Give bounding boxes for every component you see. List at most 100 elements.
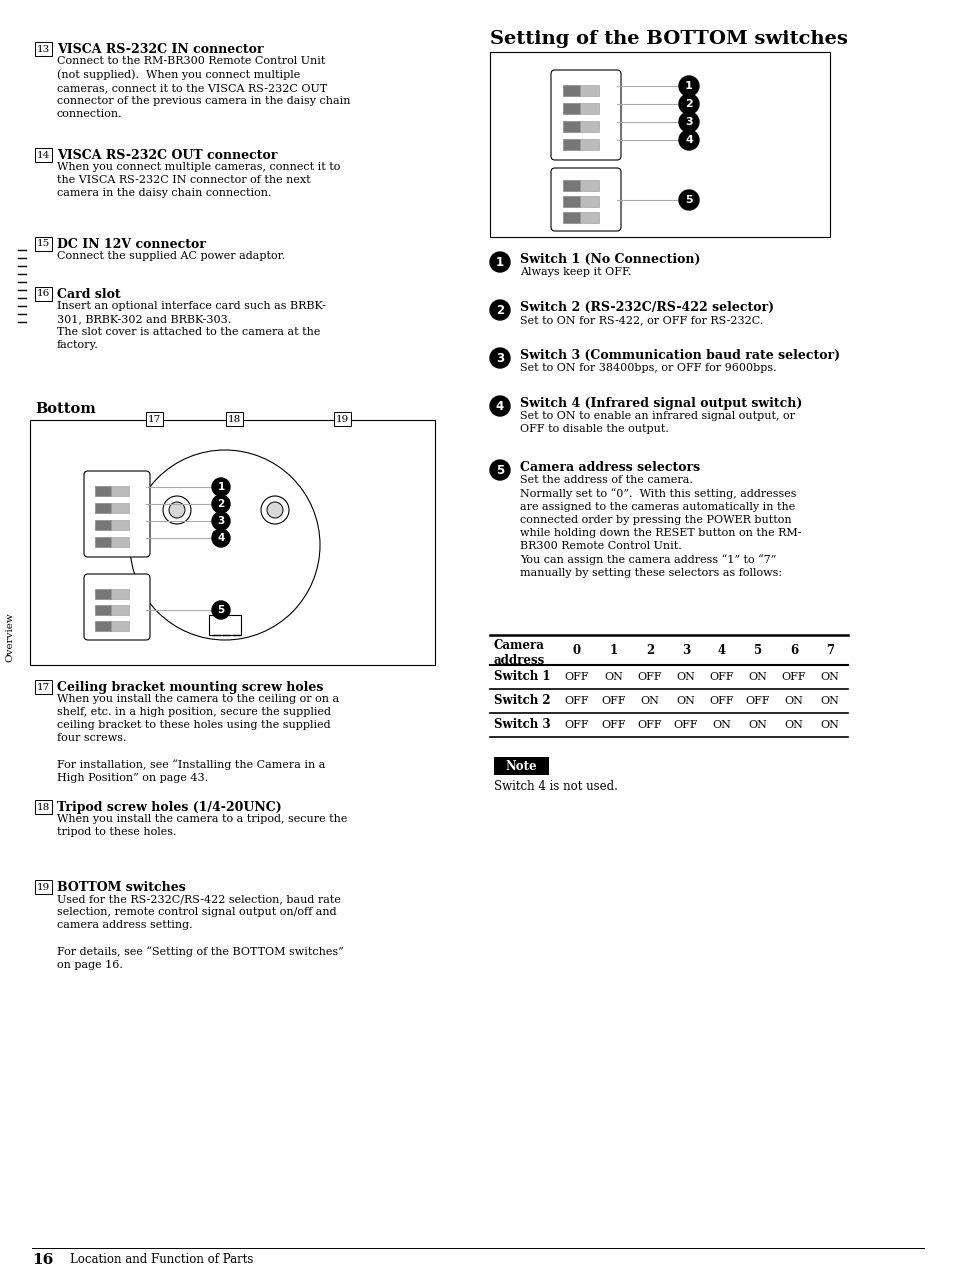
FancyBboxPatch shape [334, 412, 351, 426]
Text: 17: 17 [37, 683, 51, 692]
Text: Bottom: Bottom [35, 403, 95, 417]
Text: Switch 4 (Infrared signal output switch): Switch 4 (Infrared signal output switch) [519, 397, 801, 410]
FancyBboxPatch shape [35, 680, 52, 694]
Text: 4: 4 [217, 533, 225, 543]
Text: ON: ON [820, 696, 839, 706]
Text: 2: 2 [645, 643, 654, 656]
Text: 3: 3 [681, 643, 689, 656]
FancyBboxPatch shape [95, 520, 111, 530]
Text: Set to ON for 38400bps, or OFF for 9600bps.: Set to ON for 38400bps, or OFF for 9600b… [519, 363, 776, 373]
Text: OFF: OFF [564, 720, 589, 730]
Text: ON: ON [639, 696, 659, 706]
Text: ON: ON [676, 696, 695, 706]
Circle shape [212, 512, 230, 530]
FancyBboxPatch shape [95, 620, 129, 631]
Text: Camera address selectors: Camera address selectors [519, 461, 700, 474]
Circle shape [490, 396, 510, 417]
Text: Ceiling bracket mounting screw holes: Ceiling bracket mounting screw holes [57, 682, 323, 694]
Text: 1: 1 [684, 82, 692, 90]
Text: ON: ON [712, 720, 731, 730]
FancyBboxPatch shape [562, 180, 579, 191]
FancyBboxPatch shape [146, 412, 163, 426]
Text: OFF: OFF [564, 696, 589, 706]
Text: 18: 18 [37, 803, 51, 812]
FancyBboxPatch shape [562, 85, 579, 96]
Text: Switch 4 is not used.: Switch 4 is not used. [494, 780, 618, 792]
Text: OFF: OFF [601, 696, 626, 706]
Text: Insert an optional interface card such as BRBK-
301, BRBK-302 and BRBK-303.
The : Insert an optional interface card such a… [57, 301, 326, 350]
Text: 6: 6 [789, 643, 798, 656]
Text: 3: 3 [496, 352, 503, 364]
Text: 2: 2 [217, 499, 224, 510]
FancyBboxPatch shape [35, 287, 52, 301]
Text: ON: ON [820, 720, 839, 730]
Text: 1: 1 [496, 256, 503, 269]
Circle shape [490, 348, 510, 368]
Text: ON: ON [783, 696, 802, 706]
FancyBboxPatch shape [95, 589, 129, 599]
FancyBboxPatch shape [35, 880, 52, 894]
FancyBboxPatch shape [562, 196, 598, 206]
FancyBboxPatch shape [562, 139, 579, 150]
Circle shape [213, 530, 221, 539]
Text: 4: 4 [496, 400, 503, 413]
Text: 7: 7 [825, 643, 833, 656]
Text: 17: 17 [148, 414, 161, 423]
FancyBboxPatch shape [95, 485, 129, 496]
Text: OFF: OFF [601, 720, 626, 730]
Text: Switch 3: Switch 3 [494, 719, 550, 731]
Text: Switch 2: Switch 2 [494, 694, 550, 707]
Circle shape [679, 190, 699, 210]
FancyBboxPatch shape [95, 503, 111, 513]
FancyBboxPatch shape [490, 52, 829, 237]
Circle shape [212, 496, 230, 513]
Circle shape [490, 460, 510, 480]
Text: OFF: OFF [709, 671, 734, 682]
Text: 13: 13 [37, 45, 51, 54]
FancyBboxPatch shape [209, 615, 241, 634]
FancyBboxPatch shape [35, 237, 52, 251]
Circle shape [679, 130, 699, 150]
Text: ON: ON [783, 720, 802, 730]
FancyBboxPatch shape [95, 503, 129, 513]
Circle shape [267, 502, 283, 519]
Text: Connect the supplied AC power adaptor.: Connect the supplied AC power adaptor. [57, 251, 285, 261]
Text: ON: ON [676, 671, 695, 682]
Text: 2: 2 [684, 99, 692, 110]
FancyBboxPatch shape [562, 121, 579, 132]
Text: 5: 5 [684, 195, 692, 205]
Text: Overview: Overview [6, 612, 14, 662]
Text: Setting of the BOTTOM switches: Setting of the BOTTOM switches [490, 31, 847, 48]
Circle shape [130, 450, 319, 640]
Text: ON: ON [604, 671, 622, 682]
Text: VISCA RS-232C OUT connector: VISCA RS-232C OUT connector [57, 149, 277, 162]
Text: 5: 5 [217, 605, 224, 615]
Text: DC IN 12V connector: DC IN 12V connector [57, 238, 206, 251]
Circle shape [490, 252, 510, 273]
Circle shape [212, 478, 230, 496]
Text: When you install the camera to the ceiling or on a
shelf, etc. in a high positio: When you install the camera to the ceili… [57, 694, 338, 784]
Text: Always keep it OFF.: Always keep it OFF. [519, 268, 631, 276]
Circle shape [212, 529, 230, 547]
FancyBboxPatch shape [95, 605, 129, 615]
Text: When you install the camera to a tripod, secure the
tripod to these holes.: When you install the camera to a tripod,… [57, 814, 347, 837]
Text: 0: 0 [573, 643, 580, 656]
FancyBboxPatch shape [35, 148, 52, 162]
Circle shape [490, 299, 510, 320]
Text: OFF: OFF [709, 696, 734, 706]
Text: VISCA RS-232C IN connector: VISCA RS-232C IN connector [57, 43, 263, 56]
FancyBboxPatch shape [562, 103, 598, 113]
Text: OFF: OFF [745, 696, 769, 706]
Text: 1: 1 [217, 482, 224, 492]
FancyBboxPatch shape [95, 589, 111, 599]
Text: 3: 3 [684, 117, 692, 127]
FancyBboxPatch shape [562, 121, 598, 132]
Text: 18: 18 [228, 414, 241, 423]
Text: Connect to the RM-BR300 Remote Control Unit
(not supplied).  When you connect mu: Connect to the RM-BR300 Remote Control U… [57, 56, 350, 118]
Text: ON: ON [820, 671, 839, 682]
FancyBboxPatch shape [562, 180, 598, 191]
Text: Note: Note [505, 759, 537, 772]
Text: BOTTOM switches: BOTTOM switches [57, 882, 186, 894]
Circle shape [212, 601, 230, 619]
Text: When you connect multiple cameras, connect it to
the VISCA RS-232C IN connector : When you connect multiple cameras, conne… [57, 162, 340, 197]
